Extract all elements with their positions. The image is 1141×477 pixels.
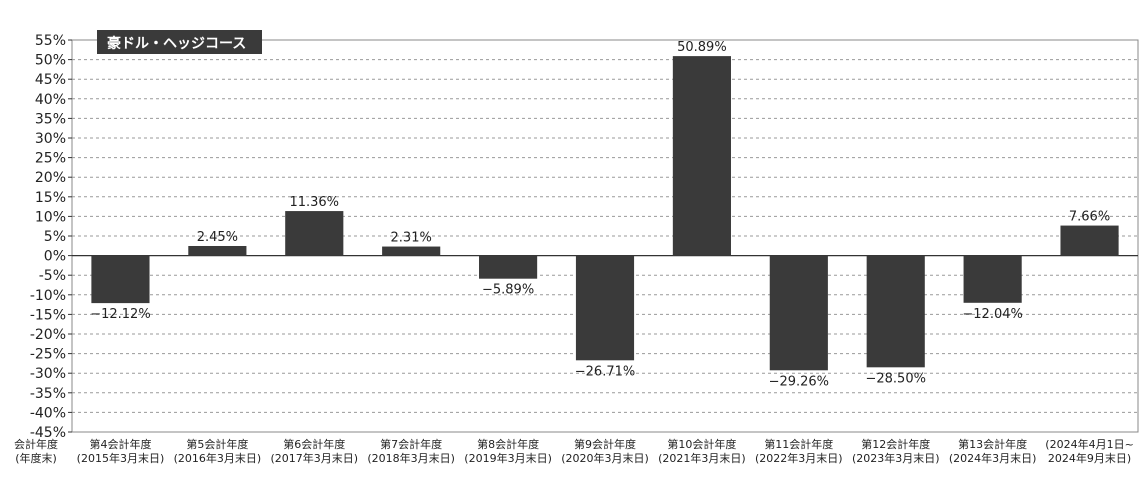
y-tick-label: 20% — [35, 170, 66, 186]
x-category-label: (2019年3月末日) — [464, 451, 552, 465]
bar — [382, 246, 441, 256]
data-label: −26.71% — [575, 364, 635, 379]
x-category-label: 第8会計年度 — [477, 437, 539, 451]
x-category-label: (2016年3月末日) — [174, 451, 262, 465]
x-category-label: 2024年9月末日) — [1048, 451, 1131, 465]
bar — [672, 56, 731, 256]
bar — [769, 255, 828, 371]
x-category-label: (2024年3月末日) — [949, 451, 1037, 465]
y-tick-label: 55% — [35, 33, 66, 49]
y-tick-label: 15% — [35, 190, 66, 206]
label-layer: −12.12% 第4会計年度(2015年3月末日) 2.45% 第5会計年度(2016… — [14, 40, 1134, 465]
x-category-label: (2021年3月末日) — [658, 451, 746, 465]
axis-layer: 55% 50% 45% 40% 35% 30% 25% 20% 15% 10% 5% 0% -5% -10… — [30, 33, 1139, 441]
x-category-label: 第9会計年度 — [574, 437, 636, 451]
bar — [91, 255, 150, 304]
y-tick-label: 45% — [35, 72, 66, 88]
x-category-label: (2017年3月末日) — [270, 451, 358, 465]
bar-layer — [91, 56, 1119, 371]
y-tick-label: 10% — [35, 209, 66, 225]
y-tick-label: -30% — [30, 366, 66, 382]
bar — [188, 245, 247, 256]
y-tick-label: -45% — [30, 425, 66, 441]
data-label: 2.31% — [391, 231, 432, 246]
data-label: 2.45% — [197, 230, 238, 245]
chart-title: 豪ドル・ヘッジコース — [107, 35, 246, 52]
x-category-label: (2020年3月末日) — [561, 451, 649, 465]
bar — [479, 255, 538, 279]
data-label: −28.50% — [865, 371, 925, 386]
y-tick-label: 25% — [35, 151, 66, 167]
x-category-label: 第12会計年度 — [861, 437, 930, 451]
data-label: −29.26% — [769, 374, 829, 389]
data-label: 7.66% — [1069, 210, 1110, 225]
y-tick-label: 50% — [35, 53, 66, 69]
bar — [575, 255, 635, 361]
y-tick-label: -40% — [30, 405, 66, 421]
y-tick-label: -20% — [30, 327, 66, 343]
x-category-label: 第6会計年度 — [283, 437, 345, 451]
x-category-label: 第10会計年度 — [667, 437, 736, 451]
x-category-label: 第7会計年度 — [380, 437, 442, 451]
x-category-label: 第11会計年度 — [764, 437, 833, 451]
y-tick-label: -25% — [30, 347, 66, 363]
y-tick-label: 35% — [35, 111, 66, 127]
x-category-label: (2023年3月末日) — [852, 451, 940, 465]
data-label: −5.89% — [482, 283, 534, 298]
bar — [1060, 225, 1119, 256]
y-tick-label: 0% — [44, 249, 66, 265]
x-category-label: (2015年3月末日) — [77, 451, 165, 465]
y-tick-label: -10% — [30, 288, 66, 304]
x-axis-corner-label: 会計年度 — [14, 437, 58, 451]
data-label: 50.89% — [677, 40, 727, 55]
y-tick-label: -15% — [30, 307, 66, 323]
y-tick-label: 5% — [44, 229, 66, 245]
data-label: −12.04% — [962, 307, 1022, 322]
x-category-label: (2018年3月末日) — [367, 451, 455, 465]
y-tick-label: -5% — [39, 268, 66, 284]
chart-title-background — [97, 30, 262, 54]
x-category-label: 第13会計年度 — [958, 437, 1027, 451]
grid-layer — [72, 59, 1138, 413]
y-tick-label: 30% — [35, 131, 66, 147]
data-label: 11.36% — [289, 195, 339, 210]
bar — [963, 255, 1022, 303]
chart-title-box: 豪ドル・ヘッジコース — [97, 30, 262, 54]
bar — [866, 255, 925, 368]
x-axis-corner-label: (年度末) — [15, 451, 57, 465]
x-category-label: (2024年4月1日~ — [1045, 437, 1134, 451]
x-category-label: (2022年3月末日) — [755, 451, 843, 465]
data-label: −12.12% — [90, 307, 150, 322]
x-category-label: 第5会計年度 — [186, 437, 248, 451]
y-tick-label: -35% — [30, 386, 66, 402]
y-tick-label: 40% — [35, 92, 66, 108]
bar — [285, 211, 344, 256]
x-category-label: 第4会計年度 — [89, 437, 151, 451]
